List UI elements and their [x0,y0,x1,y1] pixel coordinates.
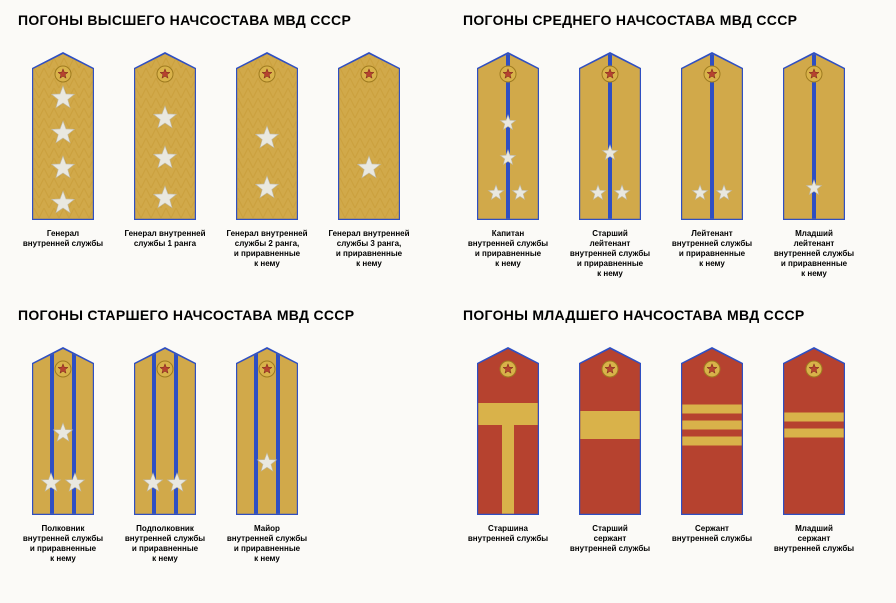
rank-item: Генерал внутренней службы 3 ранга, и при… [324,38,414,269]
boards-row: Генерал внутренней службы Генерал внутре… [18,38,433,269]
rank-item: Полковник внутренней службы и приравненн… [18,333,108,564]
rank-caption: Генерал внутренней службы [23,229,103,249]
shoulder-board-icon [678,333,746,518]
shoulder-board-icon [233,38,301,223]
rank-caption: Майор внутренней службы и приравненные к… [227,524,307,564]
section-title: ПОГОНЫ МЛАДШЕГО НАЧСОСТАВА МВД СССР [463,307,878,323]
shoulder-board-icon [131,333,199,518]
rank-caption: Лейтенант внутренней службы и приравненн… [672,229,752,269]
boards-row: Капитан внутренней службы и приравненные… [463,38,878,279]
boards-row: Старшина внутренней службы Старший сержан… [463,333,878,554]
section-title: ПОГОНЫ СТАРШЕГО НАЧСОСТАВА МВД СССР [18,307,433,323]
rank-item: Майор внутренней службы и приравненные к… [222,333,312,564]
shoulder-board-icon [780,333,848,518]
rank-caption: Генерал внутренней службы 1 ранга [124,229,205,249]
rank-item: Сержант внутренней службы [667,333,757,544]
shoulder-board-icon [576,38,644,223]
rank-section: ПОГОНЫ СРЕДНЕГО НАЧСОСТАВА МВД СССР Капит… [463,12,878,279]
rank-caption: Генерал внутренней службы 3 ранга, и при… [328,229,409,269]
shoulder-board-icon [131,38,199,223]
shoulder-board-icon [233,333,301,518]
rank-caption: Подполковник внутренней службы и приравн… [125,524,205,564]
rank-caption: Полковник внутренней службы и приравненн… [23,524,103,564]
rank-section: ПОГОНЫ МЛАДШЕГО НАЧСОСТАВА МВД СССР Старш… [463,307,878,564]
shoulder-board-icon [29,333,97,518]
shoulder-board-icon [335,38,403,223]
shoulder-board-icon [474,333,542,518]
rank-item: Старший лейтенант внутренней службы и пр… [565,38,655,279]
rank-caption: Старшина внутренней службы [468,524,548,544]
rank-caption: Генерал внутренней службы 2 ранга, и при… [226,229,307,269]
rank-item: Младший сержант внутренней службы [769,333,859,554]
rank-item: Лейтенант внутренней службы и приравненн… [667,38,757,269]
rank-item: Старшина внутренней службы [463,333,553,544]
section-title: ПОГОНЫ СРЕДНЕГО НАЧСОСТАВА МВД СССР [463,12,878,28]
shoulder-board-icon [29,38,97,223]
rank-item: Генерал внутренней службы [18,38,108,249]
rank-section: ПОГОНЫ СТАРШЕГО НАЧСОСТАВА МВД СССР Полко… [18,307,433,564]
rank-caption: Старший лейтенант внутренней службы и пр… [570,229,650,279]
shoulder-board-icon [474,38,542,223]
rank-caption: Младший сержант внутренней службы [774,524,854,554]
shoulder-board-icon [576,333,644,518]
boards-row: Полковник внутренней службы и приравненн… [18,333,433,564]
shoulder-board-icon [678,38,746,223]
rank-item: Капитан внутренней службы и приравненные… [463,38,553,269]
rank-caption: Младший лейтенант внутренней службы и пр… [774,229,854,279]
rank-item: Старший сержант внутренней службы [565,333,655,554]
section-title: ПОГОНЫ ВЫСШЕГО НАЧСОСТАВА МВД СССР [18,12,433,28]
rank-caption: Сержант внутренней службы [672,524,752,544]
shoulder-board-icon [780,38,848,223]
rank-caption: Капитан внутренней службы и приравненные… [468,229,548,269]
rank-section: ПОГОНЫ ВЫСШЕГО НАЧСОСТАВА МВД СССР Генер… [18,12,433,279]
rank-item: Младший лейтенант внутренней службы и пр… [769,38,859,279]
rank-item: Подполковник внутренней службы и приравн… [120,333,210,564]
rank-caption: Старший сержант внутренней службы [570,524,650,554]
rank-item: Генерал внутренней службы 2 ранга, и при… [222,38,312,269]
rank-item: Генерал внутренней службы 1 ранга [120,38,210,249]
